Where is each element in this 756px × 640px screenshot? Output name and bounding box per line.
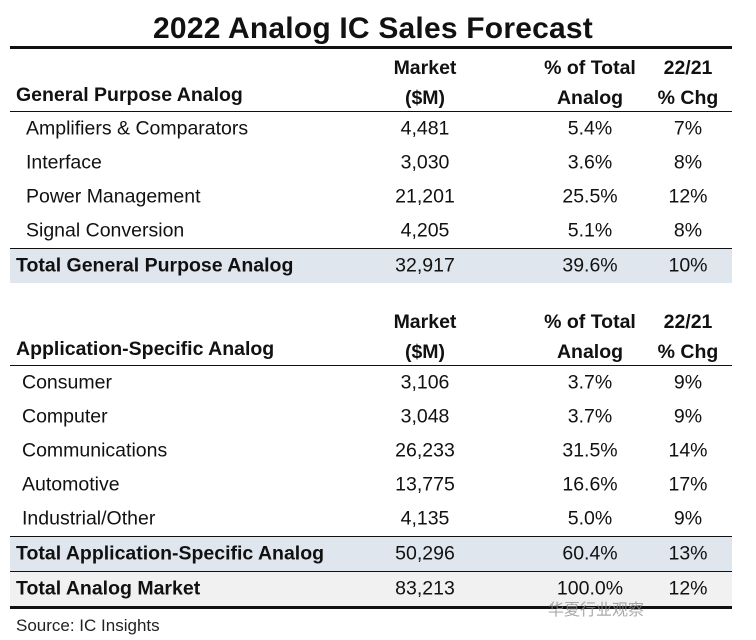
row-market: 21,201 xyxy=(395,185,455,208)
table-row: Automotive 13,775 16.6% 17% xyxy=(10,468,732,502)
source-note: Source: IC Insights xyxy=(16,616,160,635)
col-header-pct-total: % of Total Analog xyxy=(544,311,636,363)
row-market: 3,030 xyxy=(400,151,450,174)
row-pct: 5.0% xyxy=(567,507,613,530)
total-label: Total General Purpose Analog xyxy=(16,254,294,277)
bottom-rule xyxy=(10,606,732,609)
total-market: 32,917 xyxy=(395,254,455,277)
col-header-pct-total: % of Total Analog xyxy=(544,57,636,109)
header-rule xyxy=(10,365,732,366)
table-row: Industrial/Other 4,135 5.0% 9% xyxy=(10,502,732,536)
total-label: Total Application-Specific Analog xyxy=(16,542,325,565)
row-market: 4,135 xyxy=(400,507,450,530)
section-header-general: General Purpose Analog Market ($M) % of … xyxy=(10,49,732,111)
table-row: Consumer 3,106 3.7% 9% xyxy=(10,366,732,400)
total-chg: 10% xyxy=(668,254,708,277)
top-rule xyxy=(10,46,732,49)
row-pct: 25.5% xyxy=(562,185,618,208)
total-rule xyxy=(10,248,732,249)
section-header-application: Application-Specific Analog Market ($M) … xyxy=(10,303,732,365)
col-header-market: Market ($M) xyxy=(393,311,457,363)
row-label: Computer xyxy=(22,405,108,428)
grand-total-label: Total Analog Market xyxy=(16,577,201,600)
row-pct: 3.7% xyxy=(567,371,613,394)
row-chg: 8% xyxy=(673,151,703,174)
table-row: Interface 3,030 3.6% 8% xyxy=(10,146,732,180)
forecast-table: General Purpose Analog Market ($M) % of … xyxy=(10,46,732,609)
row-label: Consumer xyxy=(22,371,112,394)
total-market: 50,296 xyxy=(395,542,455,565)
table-title: 2022 Analog IC Sales Forecast xyxy=(153,12,593,45)
grand-total-pct: 100.0% xyxy=(556,577,624,600)
row-pct: 5.4% xyxy=(567,117,613,140)
row-market: 4,481 xyxy=(400,117,450,140)
row-label: Interface xyxy=(26,151,102,174)
col-header-yoy-change: 22/21 % Chg xyxy=(657,57,719,109)
row-label: Power Management xyxy=(26,185,201,208)
grand-total-market: 83,213 xyxy=(395,577,455,600)
row-market: 26,233 xyxy=(395,439,455,462)
row-chg: 14% xyxy=(668,439,708,462)
section-heading: Application-Specific Analog xyxy=(16,338,275,360)
row-label: Signal Conversion xyxy=(26,219,185,242)
section-spacer xyxy=(10,283,732,303)
grand-total-row: Total Analog Market 83,213 100.0% 12% xyxy=(10,572,732,606)
header-rule xyxy=(10,111,732,112)
table-row: Computer 3,048 3.7% 9% xyxy=(10,400,732,434)
watermark: 华夏行业观察 xyxy=(548,602,645,619)
row-market: 3,048 xyxy=(400,405,450,428)
row-pct: 3.6% xyxy=(567,151,613,174)
row-chg: 12% xyxy=(668,185,708,208)
table-row: Amplifiers & Comparators 4,481 5.4% 7% xyxy=(10,112,732,146)
row-market: 3,106 xyxy=(400,371,450,394)
row-label: Automotive xyxy=(22,473,120,496)
table-row: Power Management 21,201 25.5% 12% xyxy=(10,180,732,214)
row-label: Industrial/Other xyxy=(22,507,156,530)
row-chg: 7% xyxy=(673,117,703,140)
total-chg: 13% xyxy=(668,542,708,565)
grand-total-chg: 12% xyxy=(668,577,708,600)
total-rule xyxy=(10,536,732,537)
row-label: Communications xyxy=(22,439,168,462)
row-chg: 9% xyxy=(673,507,703,530)
total-row-application: Total Application-Specific Analog 50,296… xyxy=(10,537,732,571)
row-label: Amplifiers & Comparators xyxy=(26,117,249,140)
table-row: Signal Conversion 4,205 5.1% 8% xyxy=(10,214,732,248)
row-pct: 31.5% xyxy=(562,439,618,462)
row-market: 13,775 xyxy=(395,473,455,496)
col-header-yoy-change: 22/21 % Chg xyxy=(657,311,719,363)
row-chg: 8% xyxy=(673,219,703,242)
row-chg: 9% xyxy=(673,405,703,428)
total-pct: 39.6% xyxy=(562,254,618,277)
row-chg: 9% xyxy=(673,371,703,394)
total-row-general: Total General Purpose Analog 32,917 39.6… xyxy=(10,249,732,283)
section-heading: General Purpose Analog xyxy=(16,84,243,106)
row-chg: 17% xyxy=(668,473,708,496)
table-row: Communications 26,233 31.5% 14% xyxy=(10,434,732,468)
row-pct: 5.1% xyxy=(567,219,613,242)
row-pct: 3.7% xyxy=(567,405,613,428)
total-pct: 60.4% xyxy=(562,542,618,565)
row-market: 4,205 xyxy=(400,219,450,242)
col-header-market: Market ($M) xyxy=(393,57,457,109)
grand-total-rule xyxy=(10,571,732,572)
row-pct: 16.6% xyxy=(562,473,618,496)
